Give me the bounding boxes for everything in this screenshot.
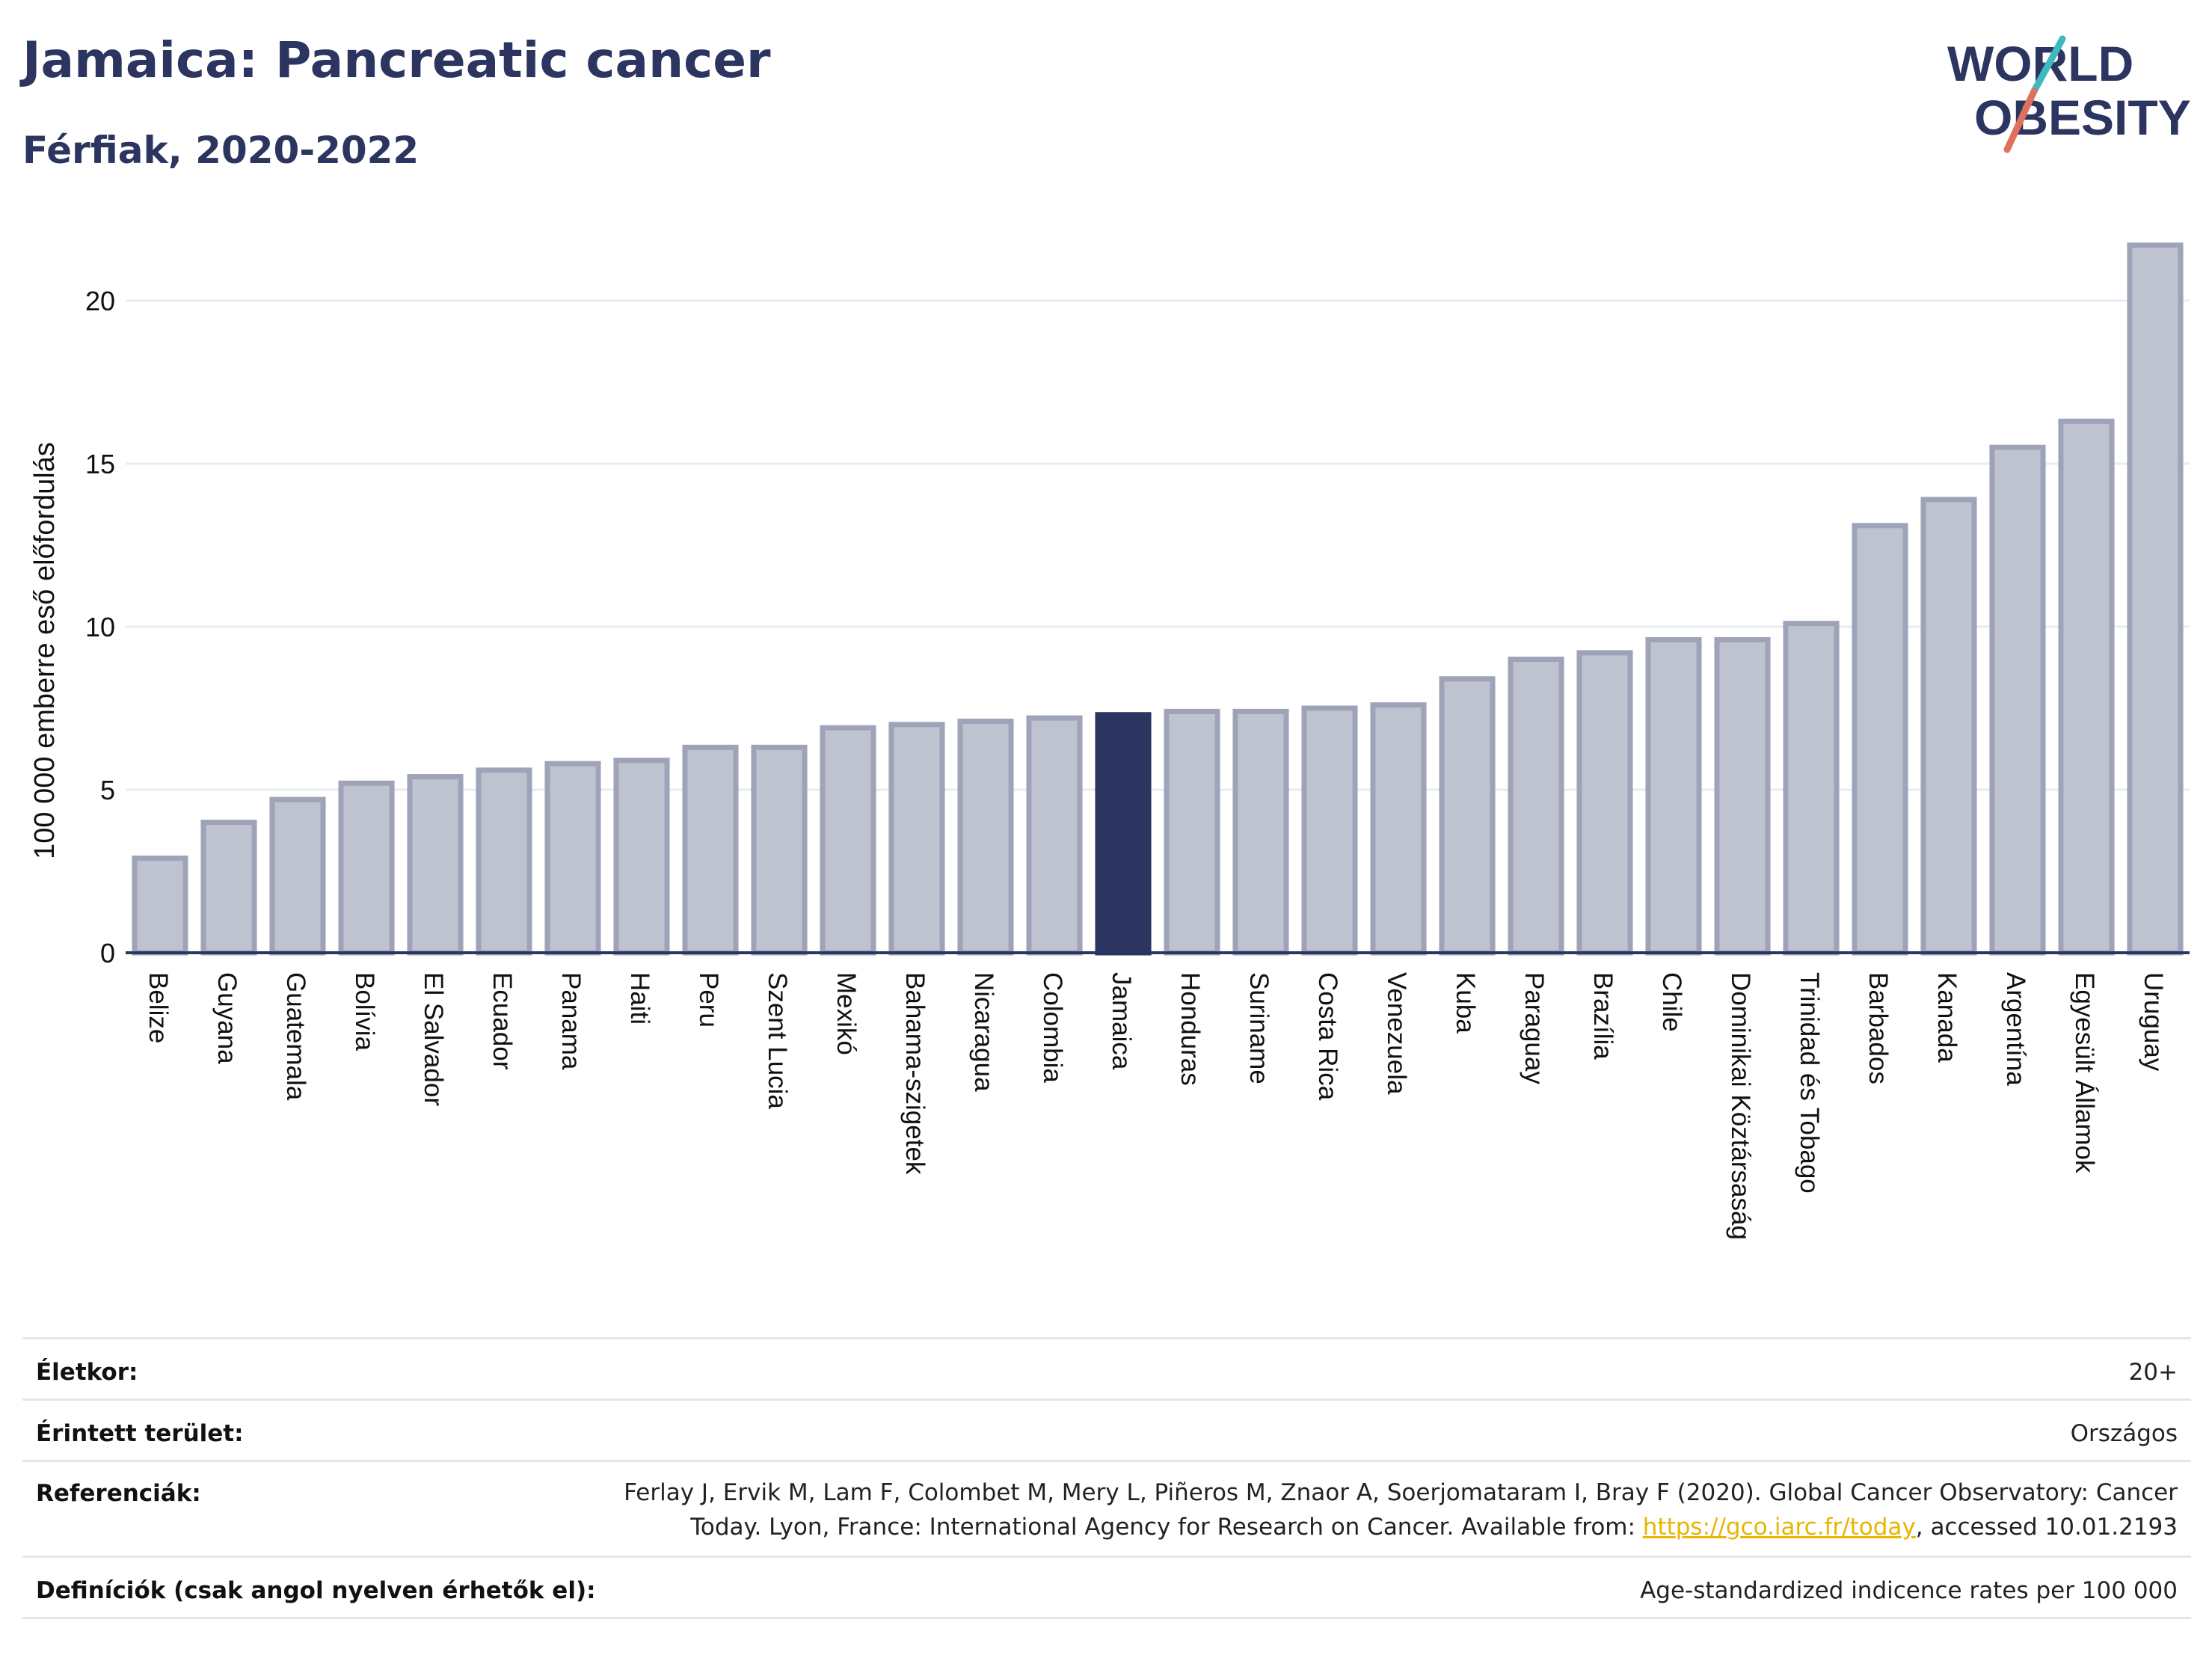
y-tick-label: 10 xyxy=(85,612,115,642)
reference-text-before-link: Today. Lyon, France: International Agenc… xyxy=(690,1514,1643,1541)
bar[interactable] xyxy=(751,744,808,956)
bar[interactable] xyxy=(2058,418,2115,956)
x-tick-label: Chile xyxy=(1657,972,1686,1032)
x-tick-label: Suriname xyxy=(1244,972,1274,1084)
reference-link[interactable]: https://gco.iarc.fr/today xyxy=(1642,1514,1916,1541)
bar[interactable] xyxy=(1370,702,1427,956)
x-tick-label: El Salvador xyxy=(419,972,448,1106)
x-tick-label: Kanada xyxy=(1932,972,1961,1063)
x-tick-label: Kuba xyxy=(1451,972,1480,1034)
area-label: Érintett terület: xyxy=(36,1420,244,1447)
reference-text-after-link: , accessed 10.01.2193 xyxy=(1915,1514,2178,1541)
y-tick-label: 15 xyxy=(85,449,115,479)
bar[interactable] xyxy=(1852,523,1908,956)
bar[interactable] xyxy=(1439,676,1496,956)
bar[interactable] xyxy=(1714,636,1771,956)
meta-row-definitions: Definíciók (csak angol nyelven érhetők e… xyxy=(22,1556,2191,1619)
references-value: Ferlay J, Ervik M, Lam F, Colombet M, Me… xyxy=(624,1476,2178,1544)
bar-highlight[interactable] xyxy=(1095,712,1152,956)
bar[interactable] xyxy=(1508,657,1564,956)
bar[interactable] xyxy=(544,761,601,956)
logo-slash-teal xyxy=(2030,35,2066,95)
definitions-label: Definíciók (csak angol nyelven érhetők e… xyxy=(36,1577,596,1604)
bar-chart: 0 5 10 15 20 Belize Guyana Guatemala Bolívia El S… xyxy=(29,242,2190,1240)
bar[interactable] xyxy=(1232,708,1289,956)
bar[interactable] xyxy=(1576,650,1633,956)
x-tick-label: Bahama-szigetek xyxy=(900,972,930,1175)
x-tick-label: Trinidad és Tobago xyxy=(1795,972,1824,1194)
x-tick-label: Uruguay xyxy=(2139,972,2168,1072)
bar[interactable] xyxy=(2127,242,2184,956)
reference-line-1: Ferlay J, Ervik M, Lam F, Colombet M, Me… xyxy=(624,1479,2178,1506)
meta-row-age: Életkor: 20+ xyxy=(22,1337,2191,1401)
y-tick-label: 20 xyxy=(85,286,115,316)
references-label: Referenciák: xyxy=(36,1480,201,1507)
definitions-value: Age-standardized indicence rates per 100… xyxy=(1640,1577,2178,1604)
meta-bottom-border xyxy=(22,1617,2191,1619)
bar[interactable] xyxy=(888,722,945,956)
bar[interactable] xyxy=(1164,708,1220,956)
x-tick-label: Ecuador xyxy=(488,972,517,1070)
x-tick-label: Brazília xyxy=(1588,972,1617,1060)
age-value: 20+ xyxy=(2128,1359,2178,1386)
x-tick-label: Venezuela xyxy=(1382,972,1411,1095)
x-tick-label: Dominikai Köztársaság xyxy=(1726,972,1755,1240)
x-tick-label: Guyana xyxy=(212,972,242,1064)
x-tick-label: Colombia xyxy=(1038,972,1067,1083)
grid-lines xyxy=(126,299,2190,791)
bar[interactable] xyxy=(682,744,739,956)
bar[interactable] xyxy=(613,758,670,956)
chart-title: Jamaica: Pancreatic cancer xyxy=(22,31,771,89)
x-tick-label: Nicaragua xyxy=(969,972,998,1092)
logo-slash-coral xyxy=(2003,87,2038,153)
x-tick-label: Honduras xyxy=(1176,972,1205,1086)
x-tick-label: Argentína xyxy=(2001,972,2030,1086)
bar[interactable] xyxy=(1783,621,1840,956)
x-tick-label: Barbados xyxy=(1864,972,1893,1084)
bar[interactable] xyxy=(820,725,876,956)
y-tick-label: 0 xyxy=(100,938,115,968)
x-tick-label: Paraguay xyxy=(1520,972,1549,1084)
bar[interactable] xyxy=(476,767,532,956)
bar[interactable] xyxy=(1026,715,1083,956)
bar[interactable] xyxy=(200,820,257,956)
bars xyxy=(132,242,2184,956)
x-tick-label: Panama xyxy=(556,972,586,1070)
x-tick-label: Guatemala xyxy=(281,972,310,1101)
bar[interactable] xyxy=(1989,444,2046,956)
x-tick-label: Egyesült Államok xyxy=(2070,972,2099,1173)
bar[interactable] xyxy=(1301,705,1358,956)
x-tick-label: Belize xyxy=(144,972,173,1043)
bar[interactable] xyxy=(338,780,395,956)
x-tick-label: Bolívia xyxy=(350,972,379,1051)
bar[interactable] xyxy=(407,774,464,956)
x-tick-label: Szent Lucia xyxy=(763,972,792,1109)
tick-labels: 0 5 10 15 20 Belize Guyana Guatemala Bolívia El S… xyxy=(85,286,2168,1240)
bar[interactable] xyxy=(269,796,326,956)
y-tick-label: 5 xyxy=(100,775,115,805)
age-label: Életkor: xyxy=(36,1359,138,1386)
x-tick-label: Peru xyxy=(694,972,723,1028)
meta-row-references: Referenciák: Ferlay J, Ervik M, Lam F, C… xyxy=(22,1460,2191,1558)
chart-subtitle: Férfiak, 2020-2022 xyxy=(22,129,420,172)
world-obesity-logo: WORLD OBESITY xyxy=(1947,35,2191,153)
area-value: Országos xyxy=(2070,1420,2178,1447)
y-axis-label: 100 000 emberre eső előfordulás xyxy=(29,442,61,859)
x-tick-label: Mexikó xyxy=(832,972,861,1055)
bar[interactable] xyxy=(957,718,1014,956)
reference-line-2: Today. Lyon, France: International Agenc… xyxy=(624,1510,2178,1544)
x-tick-label: Jamaica xyxy=(1107,972,1136,1070)
x-tick-label: Costa Rica xyxy=(1313,972,1342,1101)
bar[interactable] xyxy=(1645,636,1702,956)
bar[interactable] xyxy=(132,856,188,956)
x-tick-label: Haiti xyxy=(625,972,654,1025)
bar[interactable] xyxy=(1920,497,1977,956)
meta-row-area: Érintett terület: Országos xyxy=(22,1398,2191,1462)
